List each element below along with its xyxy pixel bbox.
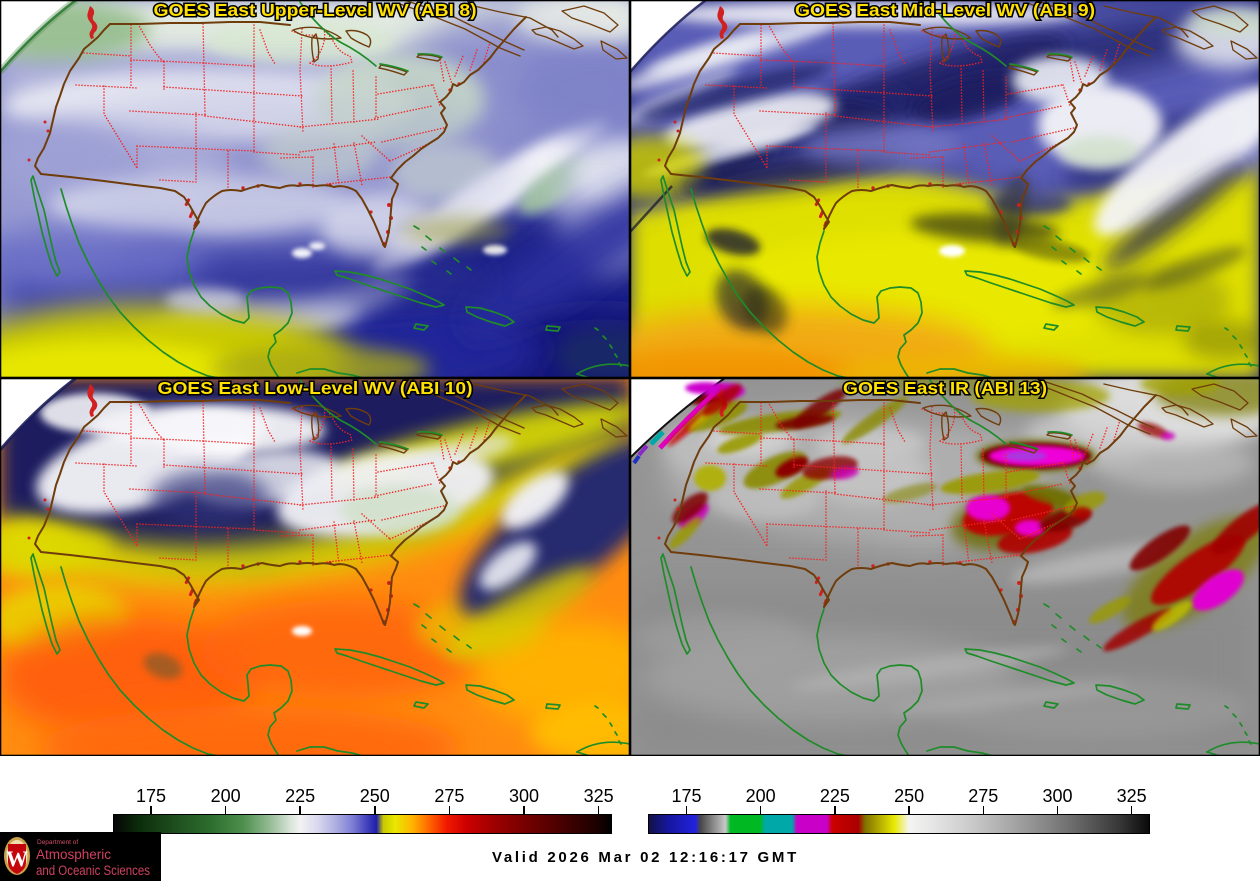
svg-text:GOES East IR (ABI 13): GOES East IR (ABI 13) [843,378,1047,398]
svg-text:Department of: Department of [37,839,78,846]
svg-text:W: W [6,846,28,871]
svg-text:Atmospheric: Atmospheric [36,847,111,862]
svg-text:and Oceanic Sciences: and Oceanic Sciences [36,863,150,878]
svg-text:GOES East Upper-Level WV (ABI: GOES East Upper-Level WV (ABI 8) [154,0,477,20]
svg-text:GOES East Mid-Level WV (ABI 9): GOES East Mid-Level WV (ABI 9) [795,0,1095,20]
svg-text:GOES East Low-Level WV (ABI 10: GOES East Low-Level WV (ABI 10) [158,378,473,398]
